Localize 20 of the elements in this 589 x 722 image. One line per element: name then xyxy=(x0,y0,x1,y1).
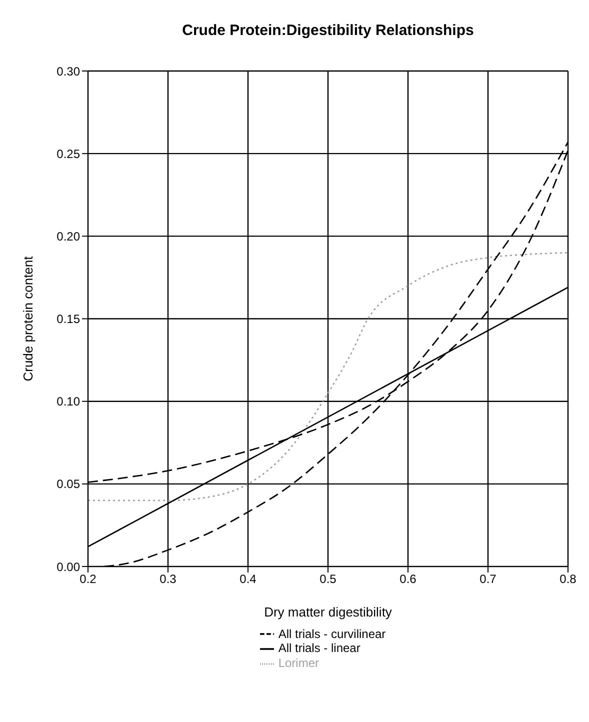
x-tick-label: 0.7 xyxy=(480,572,497,586)
y-tick-label: 0.00 xyxy=(56,560,80,574)
legend-label: All trials - curvilinear xyxy=(278,626,386,641)
x-tick-label: 0.5 xyxy=(320,572,337,586)
y-tick-label: 0.20 xyxy=(56,229,80,244)
x-tick-label: 0.6 xyxy=(400,572,417,586)
x-tick-label: 0.3 xyxy=(160,572,177,586)
x-tick-label: 0.2 xyxy=(80,572,97,586)
x-tick-label: 0.4 xyxy=(240,572,257,586)
chart-title: Crude Protein:Digestibility Relationships xyxy=(181,22,475,39)
legend-label: Lorimer xyxy=(278,656,319,670)
y-tick-label: 0.10 xyxy=(56,394,80,409)
y-axis-title: Crude protein content xyxy=(20,256,36,382)
y-tick-label: 0.05 xyxy=(56,477,80,492)
y-tick-label: 0.15 xyxy=(56,312,80,326)
y-tick-label: 0.25 xyxy=(56,146,80,161)
legend-label: All trials - linear xyxy=(278,641,360,656)
y-tick-label: 0.30 xyxy=(56,64,80,78)
x-axis-title: Dry matter digestibility xyxy=(264,604,392,620)
x-tick-label: 0.8 xyxy=(560,572,577,586)
